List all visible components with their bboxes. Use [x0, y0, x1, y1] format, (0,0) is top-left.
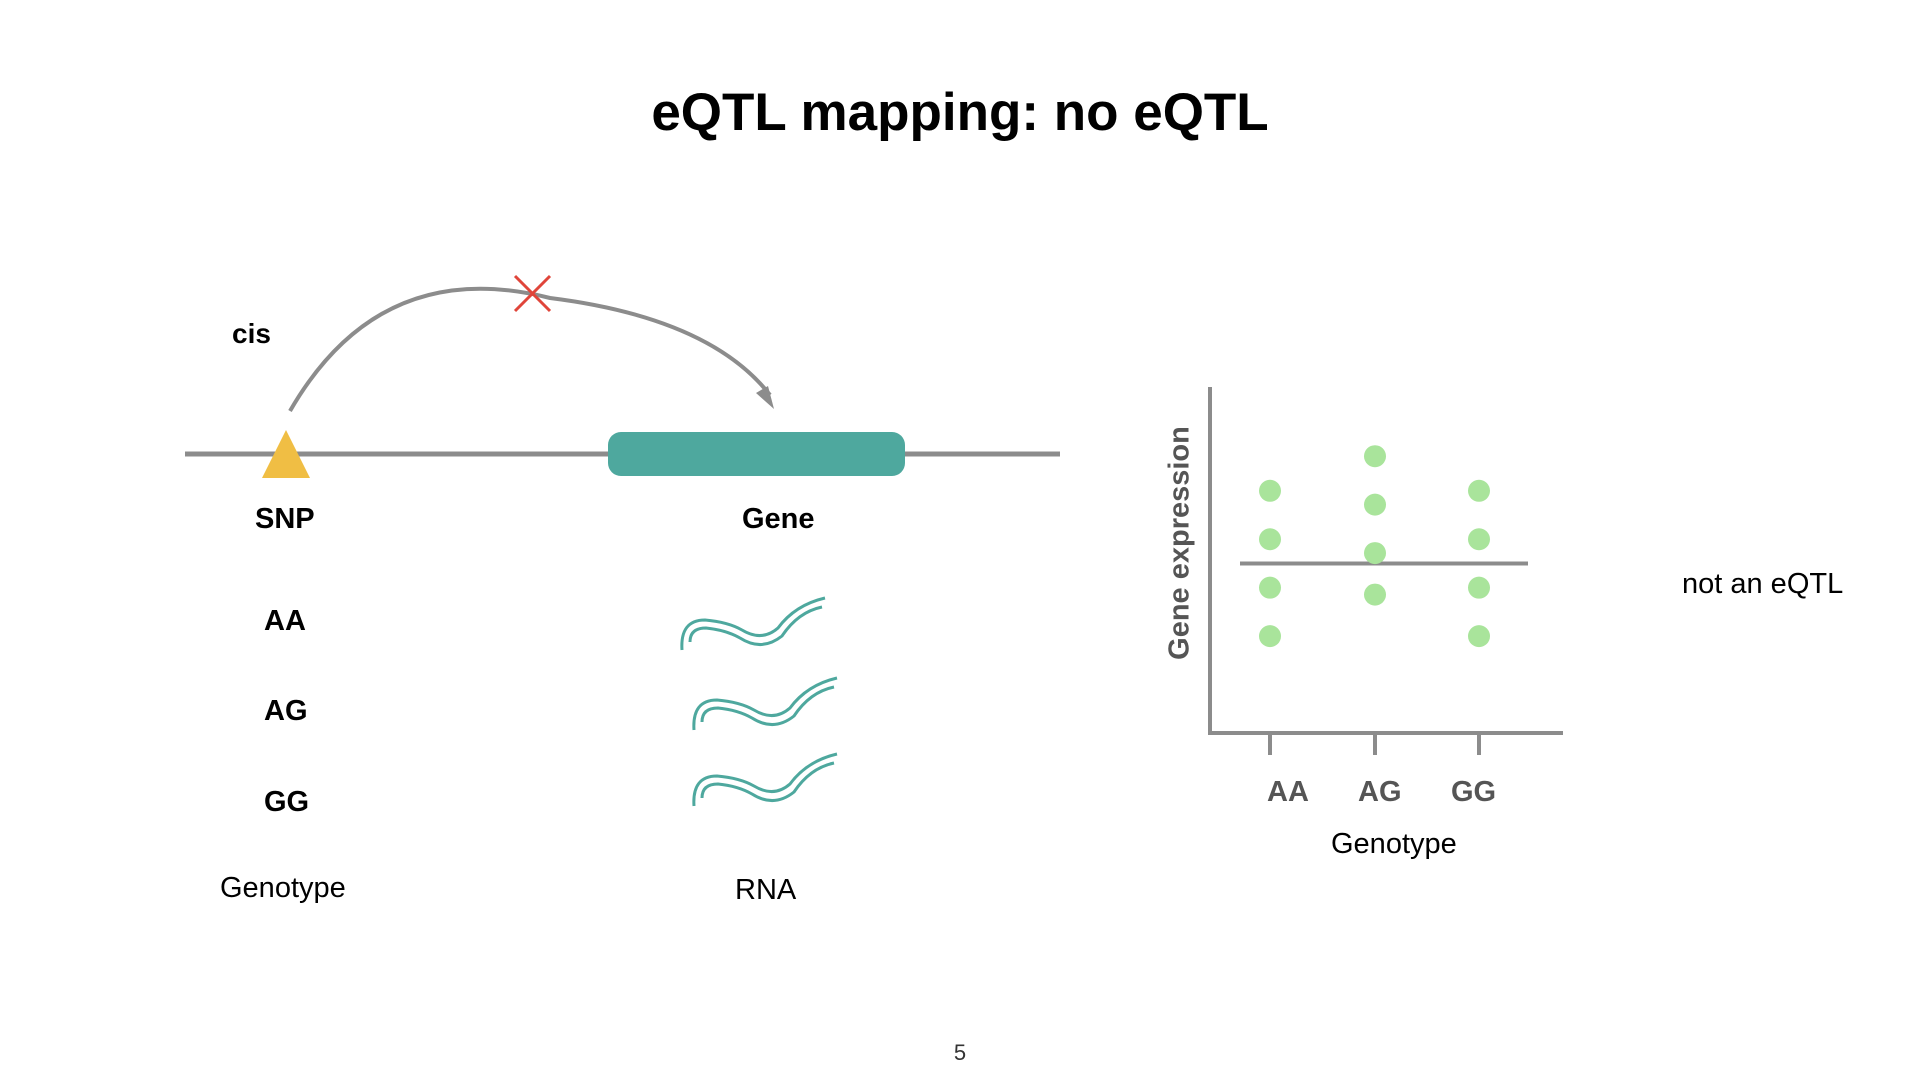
- gene-body: [608, 432, 905, 476]
- expression-point-gg-1: [1468, 479, 1490, 502]
- expression-point-gg-3: [1468, 576, 1490, 599]
- genotype-caption: Genotype: [220, 872, 346, 904]
- rna-transcript-aa: [680, 596, 826, 651]
- rna-transcript-ag: [692, 676, 838, 731]
- expression-point-aa-2: [1259, 528, 1281, 551]
- plot-x-axis-label: Genotype: [1331, 828, 1457, 860]
- rna-transcript-gg: [692, 752, 838, 807]
- cis-label: cis: [232, 318, 271, 349]
- expression-point-gg-2: [1468, 528, 1490, 551]
- snp-label: SNP: [255, 503, 315, 535]
- plot-axes: [1208, 387, 1563, 755]
- rna-caption: RNA: [735, 874, 797, 906]
- blocked-cross-icon: [513, 274, 552, 313]
- expression-points: [1259, 445, 1490, 648]
- genotype-aa-label: AA: [264, 605, 306, 637]
- expression-point-aa-1: [1259, 479, 1281, 502]
- cis-arrow-arc: [288, 286, 772, 413]
- verdict-label: not an eQTL: [1682, 568, 1844, 600]
- x-tick-label-gg: GG: [1451, 776, 1497, 808]
- expression-point-ag-1: [1364, 445, 1386, 468]
- genotype-ag-label: AG: [264, 695, 308, 727]
- slide-title: eQTL mapping: no eQTL: [651, 83, 1269, 142]
- expression-point-gg-4: [1468, 625, 1490, 648]
- x-tick-label-ag: AG: [1358, 776, 1402, 808]
- genotype-gg-label: GG: [264, 786, 310, 818]
- gene-label: Gene: [742, 503, 815, 535]
- cis-arrow-head: [756, 386, 774, 409]
- snp-triangle-marker: [262, 430, 310, 478]
- x-tick-label-aa: AA: [1267, 776, 1309, 808]
- expression-point-ag-2: [1364, 493, 1386, 516]
- expression-point-ag-4: [1364, 583, 1386, 606]
- page-number: 5: [953, 1040, 967, 1065]
- plot-y-axis-label: Gene expression: [1163, 426, 1196, 660]
- expression-point-aa-3: [1259, 576, 1281, 599]
- expression-point-aa-4: [1259, 625, 1281, 648]
- expression-point-ag-3: [1364, 542, 1386, 565]
